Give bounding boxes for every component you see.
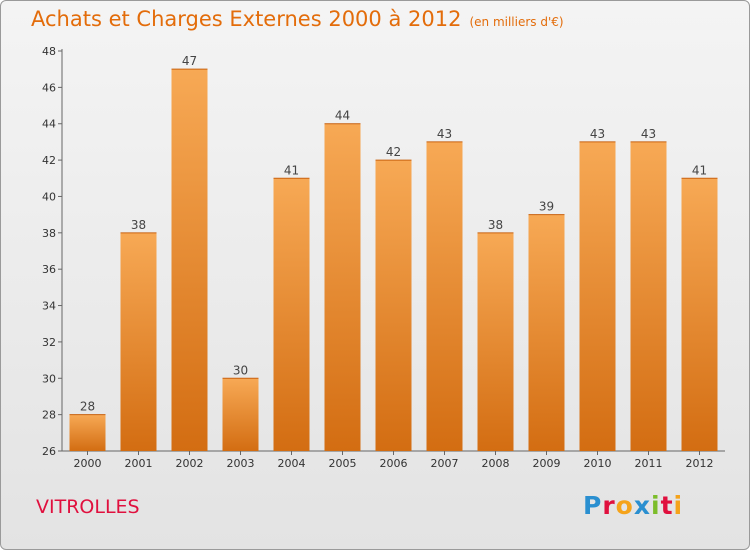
data-label-2009: 39 — [539, 200, 554, 214]
logo-letter: i — [651, 491, 661, 520]
logo-letter: P — [583, 491, 603, 520]
data-label-2010: 43 — [590, 127, 605, 141]
data-label-2005: 44 — [335, 109, 350, 123]
x-tick-label-2011: 2011 — [635, 457, 663, 470]
x-tick-label-2008: 2008 — [482, 457, 510, 470]
y-tick-label: 26 — [42, 445, 56, 458]
commune-name: VITROLLES — [36, 496, 140, 518]
logo-letter: t — [660, 491, 674, 520]
bar-2000 — [69, 414, 106, 451]
x-tick-label-2009: 2009 — [533, 457, 561, 470]
bar-2012 — [681, 178, 718, 452]
y-tick-label: 36 — [42, 263, 56, 276]
data-label-2000: 28 — [80, 400, 95, 414]
data-label-2004: 41 — [284, 163, 299, 177]
bar-2010 — [579, 141, 616, 451]
bar-2004 — [273, 178, 310, 452]
chart-subtitle: (en milliers d'€) — [469, 15, 564, 29]
y-tick-label: 38 — [42, 227, 56, 240]
bar-2007 — [426, 141, 463, 451]
data-label-2003: 30 — [233, 363, 248, 377]
logo-letter: x — [633, 491, 651, 520]
bar-2001 — [120, 232, 157, 451]
data-label-2012: 41 — [692, 163, 707, 177]
logo-letter: o — [615, 491, 634, 520]
y-tick-label: 44 — [42, 118, 56, 131]
data-label-2011: 43 — [641, 127, 656, 141]
y-tick-label: 42 — [42, 154, 56, 167]
proxiti-logo: Proxiti — [583, 491, 683, 520]
data-label-2001: 38 — [131, 218, 146, 232]
data-label-2007: 43 — [437, 127, 452, 141]
x-tick-label-2010: 2010 — [584, 457, 612, 470]
bar-2009 — [528, 214, 565, 451]
y-tick-label: 32 — [42, 336, 56, 349]
x-tick-label-2002: 2002 — [176, 457, 204, 470]
data-label-2002: 47 — [182, 54, 197, 68]
bar-2005 — [324, 123, 361, 452]
data-label-2008: 38 — [488, 218, 503, 232]
bar-2006 — [375, 160, 412, 451]
bar-2002 — [171, 69, 208, 451]
y-tick-label: 46 — [42, 81, 56, 94]
chart-title: Achats et Charges Externes 2000 à 2012 (e… — [31, 7, 564, 31]
x-tick-label-2001: 2001 — [125, 457, 153, 470]
logo-letter: r — [602, 491, 616, 520]
x-tick-label-2003: 2003 — [227, 457, 255, 470]
y-tick-label: 40 — [42, 190, 56, 203]
x-tick-label-2005: 2005 — [329, 457, 357, 470]
y-tick-label: 30 — [42, 372, 56, 385]
x-tick-label-2004: 2004 — [278, 457, 306, 470]
y-tick-label: 48 — [42, 45, 56, 58]
y-tick-label: 28 — [42, 409, 56, 422]
y-tick-label: 34 — [42, 300, 56, 313]
bar-2011 — [630, 141, 667, 451]
logo-letter: i — [673, 491, 684, 520]
title-text: Achats et Charges Externes 2000 à 2012 — [31, 7, 462, 31]
x-tick-label-2012: 2012 — [686, 457, 714, 470]
x-tick-label-2007: 2007 — [431, 457, 459, 470]
x-tick-label-2006: 2006 — [380, 457, 408, 470]
bar-2003 — [222, 378, 259, 451]
x-tick-label-2000: 2000 — [74, 457, 102, 470]
bar-2008 — [477, 232, 514, 451]
data-label-2006: 42 — [386, 145, 401, 159]
